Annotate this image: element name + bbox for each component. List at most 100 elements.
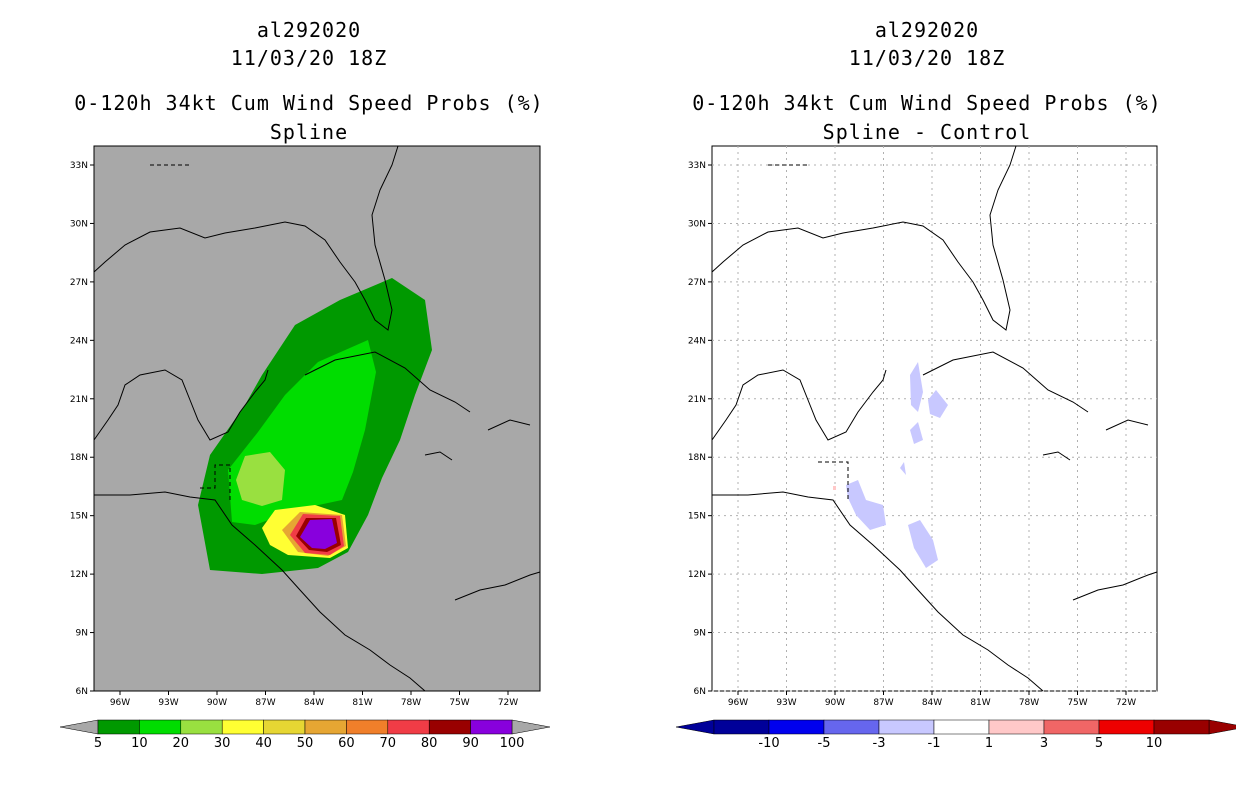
colorbar-swatch — [139, 719, 182, 735]
panel-subtitle: Spline — [269, 120, 349, 144]
lat-label: 6N — [76, 687, 88, 697]
colorbar-arrow-right — [1208, 719, 1236, 735]
axis-ticks: 33N 30N 27N 24N 21N 18N 15N 12N 9N 6N 96W 93W 90W 87W… — [70, 161, 518, 708]
panel-spline: al292020 11/03/20 18Z 0-120h 34kt Cum Wi… — [59, 18, 551, 751]
axis-ticks: 33N 30N 27N 24N 21N 18N 15N 12N 9N 6N 96W 93W 90W 87W… — [688, 161, 1136, 708]
colorbar-swatch — [470, 719, 513, 735]
product-title: 0-120h 34kt Cum Wind Speed Probs (%) — [74, 91, 544, 115]
lat-label: 12N — [70, 570, 88, 580]
lat-label: 6N — [694, 687, 706, 697]
colorbar-label: -5 — [817, 736, 831, 751]
lat-label: 21N — [688, 395, 706, 405]
colorbar-swatch — [1043, 719, 1100, 735]
colorbar-label: 40 — [255, 736, 272, 751]
colorbar-swatch — [263, 719, 306, 735]
lon-label: 75W — [449, 698, 469, 708]
colorbar-label: 100 — [499, 736, 525, 751]
colorbar-swatch — [713, 719, 770, 735]
coastlines — [93, 145, 541, 692]
lon-label: 90W — [207, 698, 227, 708]
lat-label: 30N — [70, 219, 88, 229]
colorbar-label: -10 — [758, 736, 780, 751]
colorbar-label: 20 — [172, 736, 190, 751]
lon-label: 93W — [158, 698, 178, 708]
colorbar-swatch — [1153, 719, 1210, 735]
colorbar — [675, 719, 1236, 735]
lon-label: 72W — [1116, 698, 1136, 708]
lat-label: 33N — [688, 161, 706, 171]
lon-label: 75W — [1067, 698, 1087, 708]
lat-label: 18N — [688, 453, 706, 463]
colorbar-swatch — [823, 719, 880, 735]
borders — [150, 164, 231, 500]
lat-label: 9N — [76, 629, 88, 639]
lat-label: 27N — [70, 278, 88, 288]
lat-label: 15N — [688, 512, 706, 522]
colorbar-label: 10 — [131, 736, 148, 751]
colorbar-swatch — [1098, 719, 1155, 735]
storm-id: al292020 — [874, 18, 980, 42]
colorbar-label: 30 — [213, 736, 231, 751]
colorbar-arrow-left — [675, 719, 715, 735]
lat-label: 12N — [688, 570, 706, 580]
colorbar-swatch — [428, 719, 471, 735]
lon-label: 81W — [352, 698, 372, 708]
colorbar-label: 5 — [1094, 736, 1104, 751]
map-spline: 33N 30N 27N 24N 21N 18N 15N 12N 9N 6N 96W 93W 90W 87W… — [59, 145, 551, 735]
colorbar-label: 50 — [296, 736, 314, 751]
borders — [768, 164, 849, 500]
colorbar-swatch — [346, 719, 389, 735]
colorbar-label: 70 — [379, 736, 397, 751]
colorbar-swatch — [768, 719, 825, 735]
map-frame — [711, 145, 1158, 692]
lat-label: 15N — [70, 512, 88, 522]
lat-label: 24N — [70, 336, 88, 346]
colorbar — [59, 719, 551, 735]
lon-label: 87W — [873, 698, 893, 708]
lat-label: 33N — [70, 161, 88, 171]
colorbar-label: 60 — [338, 736, 355, 751]
lon-label: 78W — [401, 698, 421, 708]
colorbar-swatch — [221, 719, 264, 735]
colorbar-label: 1 — [984, 736, 994, 751]
panel-subtitle: Spline - Control — [822, 120, 1032, 144]
lat-label: 9N — [694, 629, 706, 639]
colorbar-label: 3 — [1039, 736, 1049, 751]
lon-label: 96W — [110, 698, 130, 708]
colorbar-swatch — [304, 719, 347, 735]
colorbar-arrow-left — [59, 719, 99, 735]
lat-label: 30N — [688, 219, 706, 229]
forecast-datetime: 11/03/20 18Z — [848, 46, 1006, 70]
lon-label: 84W — [922, 698, 942, 708]
lon-label: 87W — [255, 698, 275, 708]
colorbar-swatch — [387, 719, 430, 735]
lon-label: 78W — [1019, 698, 1039, 708]
lat-label: 24N — [688, 336, 706, 346]
lat-label: 18N — [70, 453, 88, 463]
storm-id: al292020 — [256, 18, 362, 42]
lon-label: 90W — [825, 698, 845, 708]
colorbar-label: -3 — [872, 736, 886, 751]
colorbar-label: 10 — [1145, 736, 1163, 751]
map-difference: 33N 30N 27N 24N 21N 18N 15N 12N 9N 6N 96W 93W 90W 87W… — [675, 145, 1236, 735]
colorbar-swatch — [180, 719, 223, 735]
lon-label: 72W — [498, 698, 518, 708]
coastlines — [711, 145, 1158, 692]
forecast-datetime: 11/03/20 18Z — [230, 46, 388, 70]
colorbar-label: 90 — [462, 736, 479, 751]
lon-label: 93W — [776, 698, 796, 708]
lon-label: 96W — [728, 698, 748, 708]
colorbar-swatch — [988, 719, 1045, 735]
colorbar-swatch — [878, 719, 935, 735]
lat-label: 21N — [70, 395, 88, 405]
lon-label: 81W — [970, 698, 990, 708]
colorbar-arrow-right — [511, 719, 551, 735]
colorbar-label: 80 — [420, 736, 438, 751]
lat-label: 27N — [688, 278, 706, 288]
colorbar-swatch — [97, 719, 140, 735]
panel-difference: al292020 11/03/20 18Z 0-120h 34kt Cum Wi… — [618, 0, 1236, 800]
difference-field — [833, 362, 948, 568]
colorbar-label: -1 — [927, 736, 941, 751]
colorbar-label: 5 — [93, 736, 103, 751]
lon-label: 84W — [304, 698, 324, 708]
